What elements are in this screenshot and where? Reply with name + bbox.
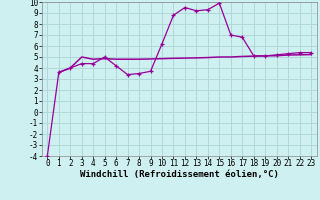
X-axis label: Windchill (Refroidissement éolien,°C): Windchill (Refroidissement éolien,°C) bbox=[80, 170, 279, 179]
